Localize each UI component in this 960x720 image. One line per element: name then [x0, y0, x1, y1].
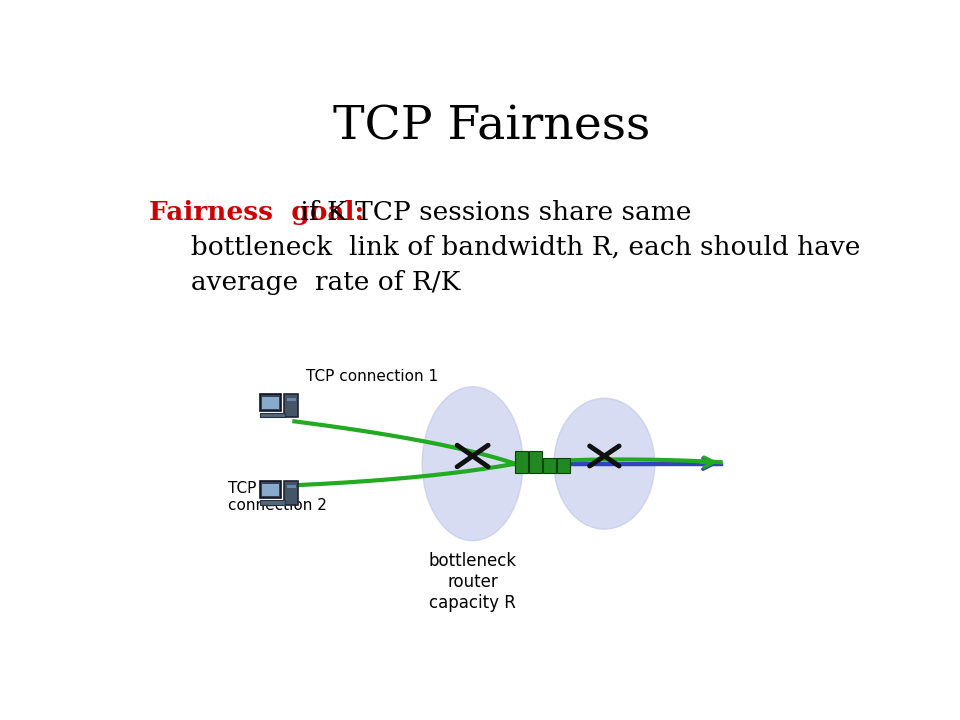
Text: TCP Fairness: TCP Fairness [333, 104, 651, 149]
FancyBboxPatch shape [262, 484, 278, 496]
Text: TCP
connection 2: TCP connection 2 [228, 481, 327, 513]
FancyBboxPatch shape [287, 485, 296, 488]
Bar [516, 451, 528, 473]
FancyBboxPatch shape [284, 482, 299, 505]
FancyBboxPatch shape [259, 500, 285, 505]
Bar [543, 457, 556, 473]
Text: TCP connection 1: TCP connection 1 [306, 369, 438, 384]
FancyBboxPatch shape [259, 413, 285, 418]
Text: bottleneck
router
capacity R: bottleneck router capacity R [428, 552, 516, 612]
Text: Fairness  goal:: Fairness goal: [150, 200, 365, 225]
Ellipse shape [554, 398, 655, 529]
Text: if K TCP sessions share same: if K TCP sessions share same [292, 200, 691, 225]
FancyBboxPatch shape [284, 395, 299, 418]
FancyBboxPatch shape [259, 482, 281, 498]
Text: bottleneck  link of bandwidth R, each should have: bottleneck link of bandwidth R, each sho… [150, 234, 861, 259]
FancyBboxPatch shape [287, 398, 296, 401]
FancyBboxPatch shape [259, 395, 281, 411]
Ellipse shape [422, 387, 523, 541]
FancyBboxPatch shape [262, 397, 278, 409]
Bar [557, 457, 569, 473]
Text: average  rate of R/K: average rate of R/K [150, 270, 461, 294]
Bar [529, 451, 541, 473]
